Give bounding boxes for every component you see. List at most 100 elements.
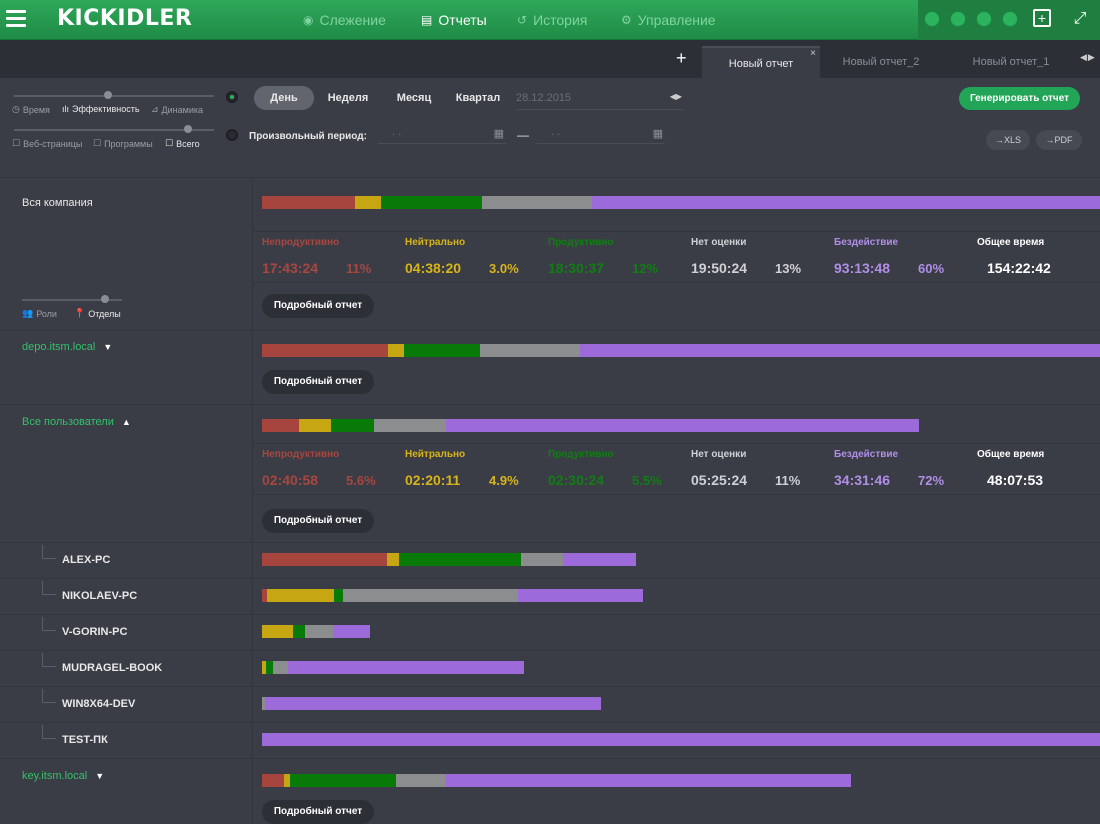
domain-key[interactable]: key.itsm.local ▼ xyxy=(22,770,104,782)
period-week-button[interactable]: Неделя xyxy=(327,92,369,104)
status-dot[interactable] xyxy=(976,11,992,27)
neutral-segment xyxy=(387,344,405,357)
all-users-neutral-percent: 4.9% xyxy=(489,473,519,488)
idle-segment xyxy=(592,196,1100,209)
unproductive-segment xyxy=(262,774,284,787)
date-arrows-icon[interactable]: ◀▶ xyxy=(669,92,682,101)
source-programs-label: Программы xyxy=(104,138,153,149)
user-name[interactable]: V-GORIN-PC xyxy=(62,626,128,638)
metric-dynamics-label: Динамика xyxy=(161,104,204,115)
productive-segment xyxy=(290,774,396,787)
top-right-panel: + ⤢ xyxy=(918,0,1100,40)
domain-depo[interactable]: depo.itsm.local ▼ xyxy=(22,341,112,353)
period-month-button[interactable]: Месяц xyxy=(396,92,432,104)
caret-down-icon[interactable]: ▼ xyxy=(95,771,105,781)
company-name: Вся компания xyxy=(22,197,93,209)
nav-tracking[interactable]: ◉ Слежение xyxy=(303,12,386,28)
user-name[interactable]: WIN8X64-DEV xyxy=(62,698,136,710)
all-users-label: Все пользователи xyxy=(22,416,114,428)
divider xyxy=(0,330,1100,331)
all-users-stat-label: Нейтрально xyxy=(405,449,466,460)
calendar-icon[interactable]: ▦ xyxy=(652,128,663,140)
status-dot[interactable] xyxy=(950,11,966,27)
tab-scroll-arrows[interactable]: ◀▶ xyxy=(1080,52,1096,62)
user-name[interactable]: NIKOLAEV-PC xyxy=(62,590,138,602)
groupby-slider-knob[interactable] xyxy=(101,295,109,303)
company-total-time: 154:22:42 xyxy=(987,260,1051,276)
groupby-departments[interactable]: 📍 Отделы xyxy=(74,308,121,319)
generate-report-button[interactable]: Генерировать отчет xyxy=(959,87,1080,110)
company-detail-button[interactable]: Подробный отчет xyxy=(262,294,374,318)
productive-segment xyxy=(333,589,343,602)
status-dot[interactable] xyxy=(1002,11,1018,27)
date-field[interactable]: 28.12.2015 ◀▶ xyxy=(516,92,684,110)
key-detail-button[interactable]: Подробный отчет xyxy=(262,800,374,824)
caret-up-icon[interactable]: ▲ xyxy=(121,417,131,427)
depo-activity-bar xyxy=(262,344,1100,357)
metric-time[interactable]: ◷ Время xyxy=(12,104,50,115)
all-users-stat-label: Непродуктивно xyxy=(262,449,340,460)
period-quarter-button[interactable]: Квартал xyxy=(455,92,501,104)
caret-down-icon[interactable]: ▼ xyxy=(103,342,113,352)
user-name[interactable]: MUDRAGEL-BOOK xyxy=(62,662,163,674)
tab-new-report-2[interactable]: Новый отчет_2 xyxy=(822,46,940,78)
radio-custom-period[interactable] xyxy=(226,129,238,141)
company-productive-percent: 12% xyxy=(632,261,659,276)
source-slider-knob[interactable] xyxy=(184,125,192,133)
company-activity-bar xyxy=(262,196,1100,209)
all-users-group[interactable]: Все пользователи ▲ xyxy=(22,416,131,428)
source-web-label: Веб-страницы xyxy=(23,138,83,149)
nav-reports[interactable]: ▤ Отчеты xyxy=(421,12,487,28)
divider xyxy=(0,614,1100,615)
divider xyxy=(0,177,1100,178)
close-icon[interactable]: × xyxy=(810,48,816,59)
source-all[interactable]: ☐ Всего xyxy=(165,138,200,149)
date-to-field[interactable]: . . ▦ xyxy=(537,126,665,144)
user-name[interactable]: TEST-ПК xyxy=(62,734,108,746)
date-value: 28.12.2015 xyxy=(516,92,572,104)
add-tab-button[interactable]: + xyxy=(676,48,687,68)
groupby-departments-label: Отделы xyxy=(88,308,121,319)
divider xyxy=(0,758,1100,759)
company-idle-percent: 60% xyxy=(918,261,945,276)
source-slider[interactable] xyxy=(14,129,214,131)
tab-new-report-1[interactable]: Новый отчет_1 xyxy=(952,46,1070,78)
divider xyxy=(252,494,1100,495)
metric-dynamics[interactable]: ⊿ Динамика xyxy=(151,104,203,115)
calendar-icon[interactable]: ▦ xyxy=(493,128,504,140)
unproductive-segment xyxy=(262,196,356,209)
metric-efficiency[interactable]: ılı Эффективность xyxy=(62,104,140,114)
tree-connector xyxy=(42,617,56,631)
clock-icon: ◷ xyxy=(12,104,20,114)
all-users-activity-bar xyxy=(262,419,919,432)
source-programs[interactable]: ☐ Программы xyxy=(93,138,153,149)
radio-fixed-period[interactable] xyxy=(226,91,238,103)
export-xls-button[interactable]: →XLS xyxy=(986,130,1030,150)
tree-connector xyxy=(42,689,56,703)
tree-connector xyxy=(42,545,56,559)
status-dot[interactable] xyxy=(924,11,940,27)
nav-history[interactable]: ↺ История xyxy=(517,12,587,28)
metric-slider-knob[interactable] xyxy=(104,91,112,99)
productive-segment xyxy=(330,419,374,432)
metric-slider[interactable] xyxy=(14,95,214,97)
date-to-placeholder: . . xyxy=(551,126,561,138)
all-users-detail-button[interactable]: Подробный отчет xyxy=(262,509,374,533)
source-web[interactable]: ☐ Веб-страницы xyxy=(12,138,82,149)
groupby-slider[interactable] xyxy=(22,299,122,301)
depo-detail-button[interactable]: Подробный отчет xyxy=(262,370,374,394)
date-from-field[interactable]: . . ▦ xyxy=(378,126,506,144)
export-pdf-button[interactable]: →PDF xyxy=(1036,130,1082,150)
groupby-roles[interactable]: 👥 Роли xyxy=(22,308,57,319)
user-name[interactable]: ALEX-PC xyxy=(62,554,111,566)
fullscreen-icon[interactable]: ⤢ xyxy=(1073,10,1087,27)
company-no-rating-time: 19:50:24 xyxy=(691,260,748,276)
add-report-icon[interactable]: + xyxy=(1033,9,1051,27)
tab-new-report[interactable]: Новый отчет × xyxy=(702,46,820,78)
nav-management[interactable]: ⚙ Управление xyxy=(621,12,716,28)
neutral-segment xyxy=(284,774,290,787)
menu-icon[interactable] xyxy=(6,10,26,28)
nav-history-label: История xyxy=(533,12,588,28)
period-day-button[interactable]: День xyxy=(254,86,314,110)
unproductive-segment xyxy=(262,344,388,357)
